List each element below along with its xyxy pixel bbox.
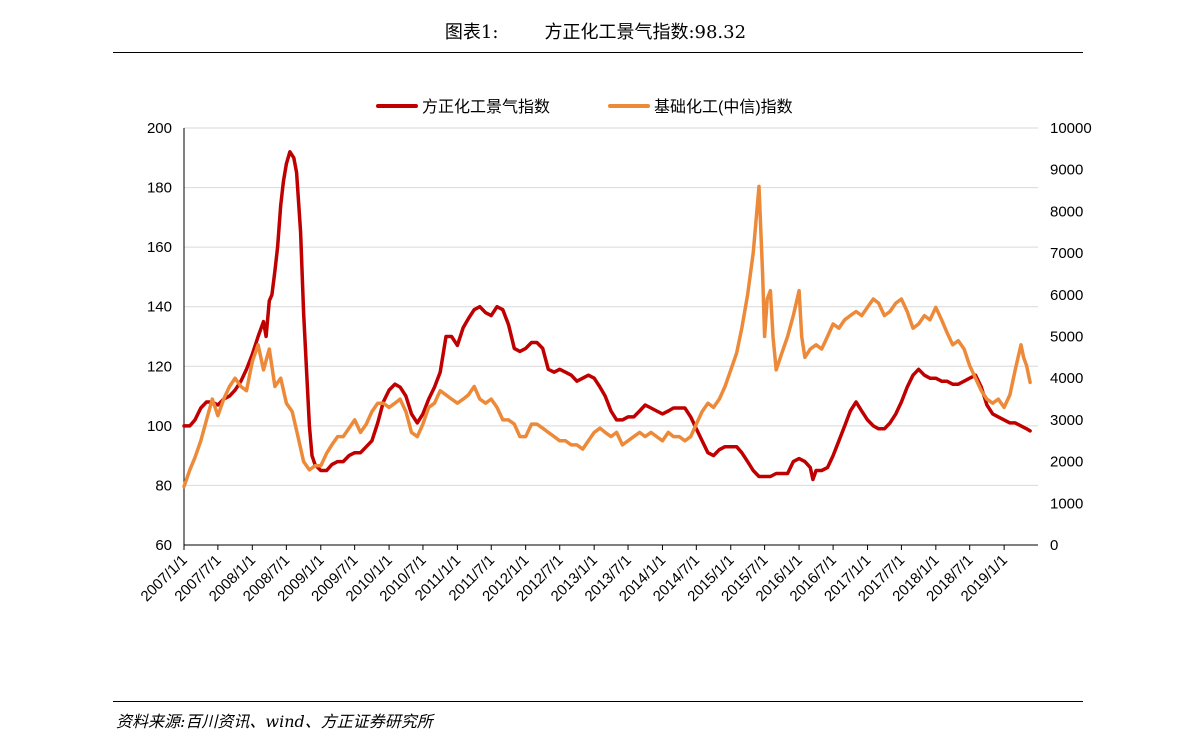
- right-tick-label: 3000: [1050, 412, 1083, 429]
- left-tick-label: 60: [155, 537, 172, 554]
- series-line-chemical: [182, 184, 1032, 489]
- right-tick-label: 8000: [1050, 203, 1083, 220]
- right-tick-label: 5000: [1050, 329, 1083, 346]
- right-tick-label: 4000: [1050, 370, 1083, 387]
- right-axis-ticks: 0 1000 2000 3000 4000 5000 6000 7000 8000 9000 100…: [1050, 120, 1092, 554]
- right-tick-label: 9000: [1050, 162, 1083, 179]
- x-axis-ticks: 2007/1/12007/7/12008/1/12008/7/12009/1/1…: [138, 545, 1011, 605]
- line-chart: 60 80 100 120 140 160 180 200 0 1000 2000 3000 4000…: [138, 98, 1092, 605]
- series-line-index: [182, 150, 1032, 482]
- legend-label: 基础化工(中信)指数: [654, 98, 793, 116]
- left-tick-label: 160: [147, 239, 172, 256]
- right-tick-label: 10000: [1050, 120, 1092, 137]
- right-tick-label: 1000: [1050, 495, 1083, 512]
- legend-label: 方正化工景气指数: [422, 98, 550, 116]
- legend: 方正化工景气指数 基础化工(中信)指数: [376, 98, 793, 116]
- right-tick-label: 2000: [1050, 454, 1083, 471]
- bottom-rule: [113, 701, 1083, 702]
- left-tick-label: 180: [147, 180, 172, 197]
- grid-lines: [184, 127, 1038, 546]
- source-note: 资料来源:百川资讯、wind、方正证券研究所: [116, 712, 433, 731]
- left-tick-label: 100: [147, 418, 172, 435]
- right-tick-label: 6000: [1050, 287, 1083, 304]
- axes: [183, 128, 1038, 546]
- figure-title: 图表1: 方正化工景气指数:98.32: [0, 18, 1191, 44]
- top-rule: [113, 52, 1083, 53]
- figure-title-text: 方正化工景气指数:98.32: [544, 22, 747, 43]
- right-tick-label: 0: [1050, 537, 1058, 554]
- figure-label: 图表1:: [444, 22, 499, 43]
- left-tick-label: 200: [147, 120, 172, 137]
- left-axis-ticks: 60 80 100 120 140 160 180 200: [147, 120, 172, 554]
- left-tick-label: 80: [155, 477, 172, 494]
- left-tick-label: 120: [147, 358, 172, 375]
- series-lines: [182, 150, 1032, 489]
- right-tick-label: 7000: [1050, 245, 1083, 262]
- left-tick-label: 140: [147, 299, 172, 316]
